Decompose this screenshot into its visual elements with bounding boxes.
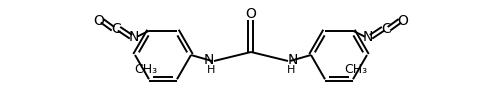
- Text: N: N: [362, 30, 372, 44]
- Text: H: H: [286, 65, 295, 75]
- Text: H: H: [206, 65, 215, 75]
- Text: N: N: [287, 53, 298, 67]
- Text: O: O: [397, 14, 408, 28]
- Text: C: C: [380, 22, 390, 36]
- Text: O: O: [245, 7, 256, 21]
- Text: CH₃: CH₃: [344, 63, 367, 76]
- Text: O: O: [93, 14, 104, 28]
- Text: N: N: [203, 53, 214, 67]
- Text: C: C: [111, 22, 121, 36]
- Text: N: N: [129, 30, 139, 44]
- Text: CH₃: CH₃: [134, 63, 157, 76]
